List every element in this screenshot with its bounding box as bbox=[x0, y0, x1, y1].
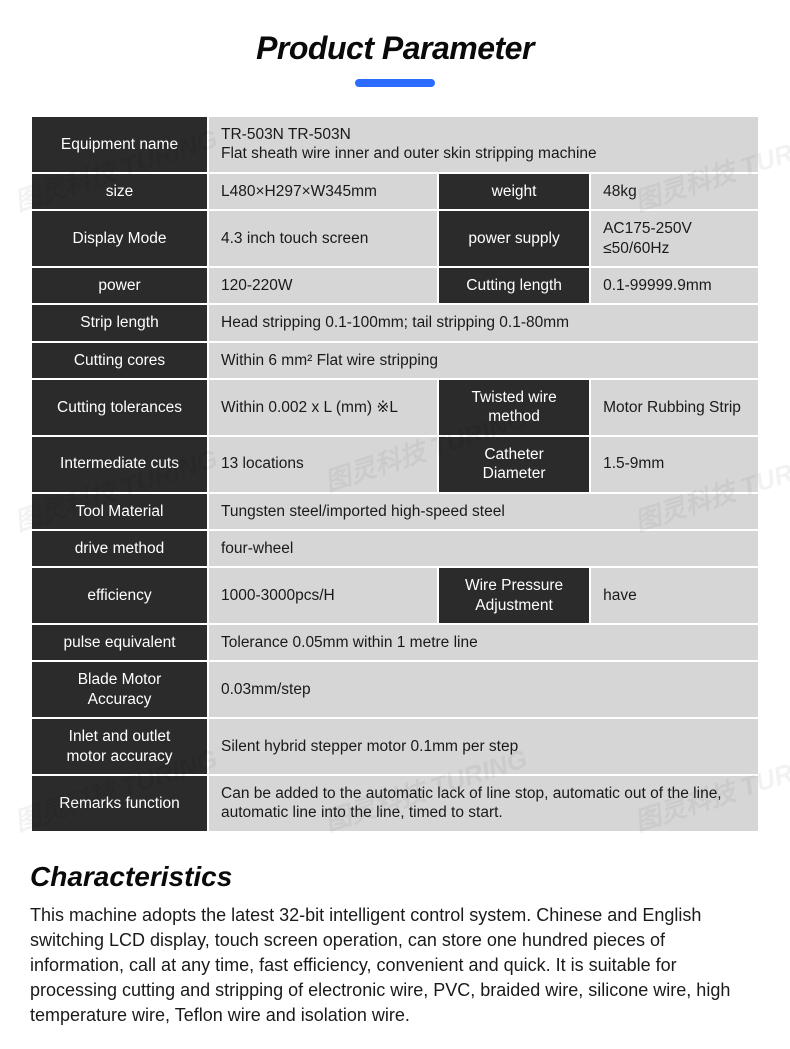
cutting-tolerances-label: Cutting tolerances bbox=[32, 380, 207, 435]
equipment-name-label: Equipment name bbox=[32, 117, 207, 172]
table-row: Remarks function Can be added to the aut… bbox=[32, 776, 758, 831]
power-supply-label: power supply bbox=[439, 211, 589, 266]
remarks-label: Remarks function bbox=[32, 776, 207, 831]
title-underline bbox=[355, 79, 435, 87]
power-value: 120-220W bbox=[209, 268, 437, 303]
table-row: Tool Material Tungsten steel/imported hi… bbox=[32, 494, 758, 529]
intermediate-cuts-label: Intermediate cuts bbox=[32, 437, 207, 492]
cutting-cores-label: Cutting cores bbox=[32, 343, 207, 378]
equipment-name-value: TR-503N TR-503N Flat sheath wire inner a… bbox=[209, 117, 758, 172]
catheter-diameter-label: Catheter Diameter bbox=[439, 437, 589, 492]
size-value: L480×H297×W345mm bbox=[209, 174, 437, 209]
power-label: power bbox=[32, 268, 207, 303]
power-supply-value: AC175-250V ≤50/60Hz bbox=[591, 211, 758, 266]
weight-value: 48kg bbox=[591, 174, 758, 209]
display-mode-value: 4.3 inch touch screen bbox=[209, 211, 437, 266]
table-row: efficiency 1000-3000pcs/H Wire Pressure … bbox=[32, 568, 758, 623]
page-container: Product Parameter Equipment name TR-503N… bbox=[30, 30, 760, 1029]
table-row: size L480×H297×W345mm weight 48kg bbox=[32, 174, 758, 209]
wire-pressure-value: have bbox=[591, 568, 758, 623]
efficiency-label: efficiency bbox=[32, 568, 207, 623]
table-row: drive method four-wheel bbox=[32, 531, 758, 566]
table-row: Strip length Head stripping 0.1-100mm; t… bbox=[32, 305, 758, 340]
strip-length-value: Head stripping 0.1-100mm; tail stripping… bbox=[209, 305, 758, 340]
strip-length-label: Strip length bbox=[32, 305, 207, 340]
table-row: Equipment name TR-503N TR-503N Flat shea… bbox=[32, 117, 758, 172]
display-mode-label: Display Mode bbox=[32, 211, 207, 266]
table-row: Inlet and outlet motor accuracy Silent h… bbox=[32, 719, 758, 774]
cutting-tolerances-value: Within 0.002 x L (mm) ※L bbox=[209, 380, 437, 435]
wire-pressure-label: Wire Pressure Adjustment bbox=[439, 568, 589, 623]
blade-motor-label: Blade Motor Accuracy bbox=[32, 662, 207, 717]
cutting-cores-value: Within 6 mm² Flat wire stripping bbox=[209, 343, 758, 378]
characteristics-body: This machine adopts the latest 32-bit in… bbox=[30, 903, 760, 1029]
efficiency-value: 1000-3000pcs/H bbox=[209, 568, 437, 623]
table-row: Cutting cores Within 6 mm² Flat wire str… bbox=[32, 343, 758, 378]
cutting-length-label: Cutting length bbox=[439, 268, 589, 303]
characteristics-heading: Characteristics bbox=[30, 861, 760, 893]
inlet-outlet-label: Inlet and outlet motor accuracy bbox=[32, 719, 207, 774]
size-label: size bbox=[32, 174, 207, 209]
cutting-length-value: 0.1-99999.9mm bbox=[591, 268, 758, 303]
table-row: pulse equivalent Tolerance 0.05mm within… bbox=[32, 625, 758, 660]
drive-method-label: drive method bbox=[32, 531, 207, 566]
pulse-equivalent-label: pulse equivalent bbox=[32, 625, 207, 660]
table-row: power 120-220W Cutting length 0.1-99999.… bbox=[32, 268, 758, 303]
blade-motor-value: 0.03mm/step bbox=[209, 662, 758, 717]
twisted-wire-label: Twisted wire method bbox=[439, 380, 589, 435]
intermediate-cuts-value: 13 locations bbox=[209, 437, 437, 492]
remarks-value: Can be added to the automatic lack of li… bbox=[209, 776, 758, 831]
tool-material-value: Tungsten steel/imported high-speed steel bbox=[209, 494, 758, 529]
parameter-table: Equipment name TR-503N TR-503N Flat shea… bbox=[30, 115, 760, 833]
catheter-diameter-value: 1.5-9mm bbox=[591, 437, 758, 492]
tool-material-label: Tool Material bbox=[32, 494, 207, 529]
table-row: Intermediate cuts 13 locations Catheter … bbox=[32, 437, 758, 492]
table-row: Display Mode 4.3 inch touch screen power… bbox=[32, 211, 758, 266]
page-title: Product Parameter bbox=[30, 30, 760, 67]
table-row: Blade Motor Accuracy 0.03mm/step bbox=[32, 662, 758, 717]
characteristics-section: Characteristics This machine adopts the … bbox=[30, 861, 760, 1029]
table-row: Cutting tolerances Within 0.002 x L (mm)… bbox=[32, 380, 758, 435]
inlet-outlet-value: Silent hybrid stepper motor 0.1mm per st… bbox=[209, 719, 758, 774]
drive-method-value: four-wheel bbox=[209, 531, 758, 566]
twisted-wire-value: Motor Rubbing Strip bbox=[591, 380, 758, 435]
pulse-equivalent-value: Tolerance 0.05mm within 1 metre line bbox=[209, 625, 758, 660]
weight-label: weight bbox=[439, 174, 589, 209]
